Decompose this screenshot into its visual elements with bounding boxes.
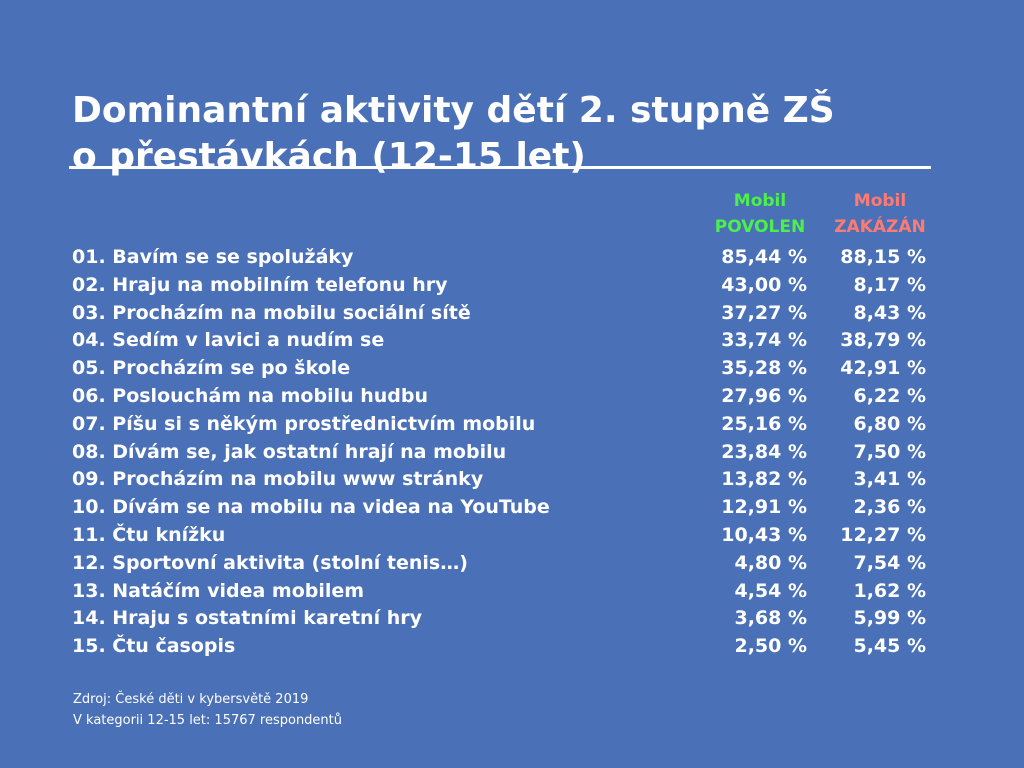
column-header-banned-line-1: Mobil — [853, 191, 907, 211]
activity-label: 03. Procházím na mobilu sociální sítě — [72, 301, 471, 324]
table-row: 07. Píšu si s někým prostřednictvím mobi… — [72, 411, 942, 439]
table-row: 11. Čtu knížku 10,43 % 12,27 % — [72, 522, 942, 550]
table-row: 01. Bavím se se spolužáky 85,44 % 88,15 % — [72, 244, 942, 272]
activity-label: 12. Sportovní aktivita (stolní tenis…) — [72, 551, 468, 574]
value-mobile-banned: 8,43 % — [853, 301, 926, 324]
table-row: 09. Procházím na mobilu www stránky 13,82… — [72, 466, 942, 494]
column-header-allowed-line-2: POVOLEN — [714, 217, 806, 237]
column-header-allowed: Mobil POVOLEN — [704, 188, 816, 240]
table-row: 04. Sedím v lavici a nudím se 33,74 % 38,7… — [72, 327, 942, 355]
activity-label: 08. Dívám se, jak ostatní hrají na mobil… — [72, 440, 507, 463]
table-row: 02. Hraju na mobilním telefonu hry 43,00 … — [72, 272, 942, 300]
source-note: Zdroj: České děti v kybersvětě 2019 V ka… — [73, 689, 342, 731]
column-header-allowed-line-1: Mobil — [733, 191, 787, 211]
title-divider — [69, 166, 931, 169]
table-row: 14. Hraju s ostatními karetní hry 3,68 % 5… — [72, 605, 942, 633]
value-mobile-banned: 7,50 % — [853, 440, 926, 463]
value-mobile-banned: 8,17 % — [853, 273, 926, 296]
value-mobile-allowed: 3,68 % — [734, 607, 807, 630]
table-row: 08. Dívám se, jak ostatní hrají na mobil… — [72, 439, 942, 467]
activity-label: 04. Sedím v lavici a nudím se — [72, 329, 385, 352]
value-mobile-banned: 3,41 % — [853, 468, 926, 491]
table-row: 13. Natáčím videa mobilem 4,54 % 1,62 % — [72, 578, 942, 606]
activity-label: 09. Procházím na mobilu www stránky — [72, 468, 484, 491]
value-mobile-allowed: 4,54 % — [734, 579, 807, 602]
value-mobile-banned: 6,80 % — [853, 412, 926, 435]
value-mobile-allowed: 25,16 % — [721, 412, 807, 435]
slide-title: Dominantní aktivity dětí 2. stupně ZŠ o … — [72, 88, 952, 180]
activity-label: 02. Hraju na mobilním telefonu hry — [72, 273, 448, 296]
value-mobile-banned: 5,45 % — [853, 635, 926, 658]
activity-label: 01. Bavím se se spolužáky — [72, 246, 354, 268]
value-mobile-banned: 2,36 % — [853, 496, 926, 519]
value-mobile-banned: 88,15 % — [840, 246, 926, 268]
value-mobile-allowed: 10,43 % — [721, 523, 807, 546]
slide-title-line-1: Dominantní aktivity dětí 2. stupně ZŠ — [72, 90, 835, 132]
activity-label: 06. Poslouchám na mobilu hudbu — [72, 384, 429, 407]
source-line-2: V kategorii 12-15 let: 15767 respondentů — [73, 713, 343, 728]
activity-label: 14. Hraju s ostatními karetní hry — [72, 607, 422, 630]
activity-label: 10. Dívám se na mobilu na videa na YouTu… — [72, 496, 550, 519]
value-mobile-allowed: 23,84 % — [721, 440, 807, 463]
column-header-banned: Mobil ZAKÁZÁN — [822, 188, 938, 240]
table-row: 06. Poslouchám na mobilu hudbu 27,96 % 6,2… — [72, 383, 942, 411]
slide-title-line-2: o přestávkách (12-15 let) — [72, 136, 586, 178]
table-row: 03. Procházím na mobilu sociální sítě 37,… — [72, 300, 942, 328]
value-mobile-allowed: 2,50 % — [734, 635, 807, 658]
value-mobile-banned: 1,62 % — [853, 579, 926, 602]
table-row: 15. Čtu časopis 2,50 % 5,45 % — [72, 633, 942, 661]
value-mobile-allowed: 12,91 % — [721, 496, 807, 519]
value-mobile-banned: 12,27 % — [840, 523, 926, 546]
value-mobile-banned: 5,99 % — [853, 607, 926, 630]
value-mobile-allowed: 35,28 % — [721, 357, 807, 380]
activity-label: 05. Procházím se po škole — [72, 357, 351, 380]
column-header-banned-line-2: ZAKÁZÁN — [834, 217, 926, 237]
value-mobile-allowed: 37,27 % — [721, 301, 807, 324]
activity-label: 11. Čtu knížku — [72, 523, 226, 546]
value-mobile-allowed: 27,96 % — [721, 384, 807, 407]
value-mobile-banned: 7,54 % — [853, 551, 926, 574]
value-mobile-allowed: 4,80 % — [734, 551, 807, 574]
activity-label: 13. Natáčím videa mobilem — [72, 579, 365, 602]
value-mobile-allowed: 13,82 % — [721, 468, 807, 491]
value-mobile-banned: 6,22 % — [853, 384, 926, 407]
table-row: 12. Sportovní aktivita (stolní tenis…) 4,… — [72, 550, 942, 578]
source-line-1: Zdroj: České děti v kybersvětě 2019 — [73, 692, 309, 707]
value-mobile-banned: 42,91 % — [840, 357, 926, 380]
activity-label: 07. Píšu si s někým prostřednictvím mobi… — [72, 412, 536, 435]
value-mobile-allowed: 85,44 % — [721, 246, 807, 268]
table-row: 05. Procházím se po škole 35,28 % 42,91 % — [72, 355, 942, 383]
value-mobile-allowed: 43,00 % — [721, 273, 807, 296]
activity-table: 01. Bavím se se spolužáky 85,44 % 88,15 % 0… — [72, 244, 942, 661]
value-mobile-allowed: 33,74 % — [721, 329, 807, 352]
table-row: 10. Dívám se na mobilu na videa na YouTu… — [72, 494, 942, 522]
value-mobile-banned: 38,79 % — [840, 329, 926, 352]
activity-label: 15. Čtu časopis — [72, 635, 236, 658]
